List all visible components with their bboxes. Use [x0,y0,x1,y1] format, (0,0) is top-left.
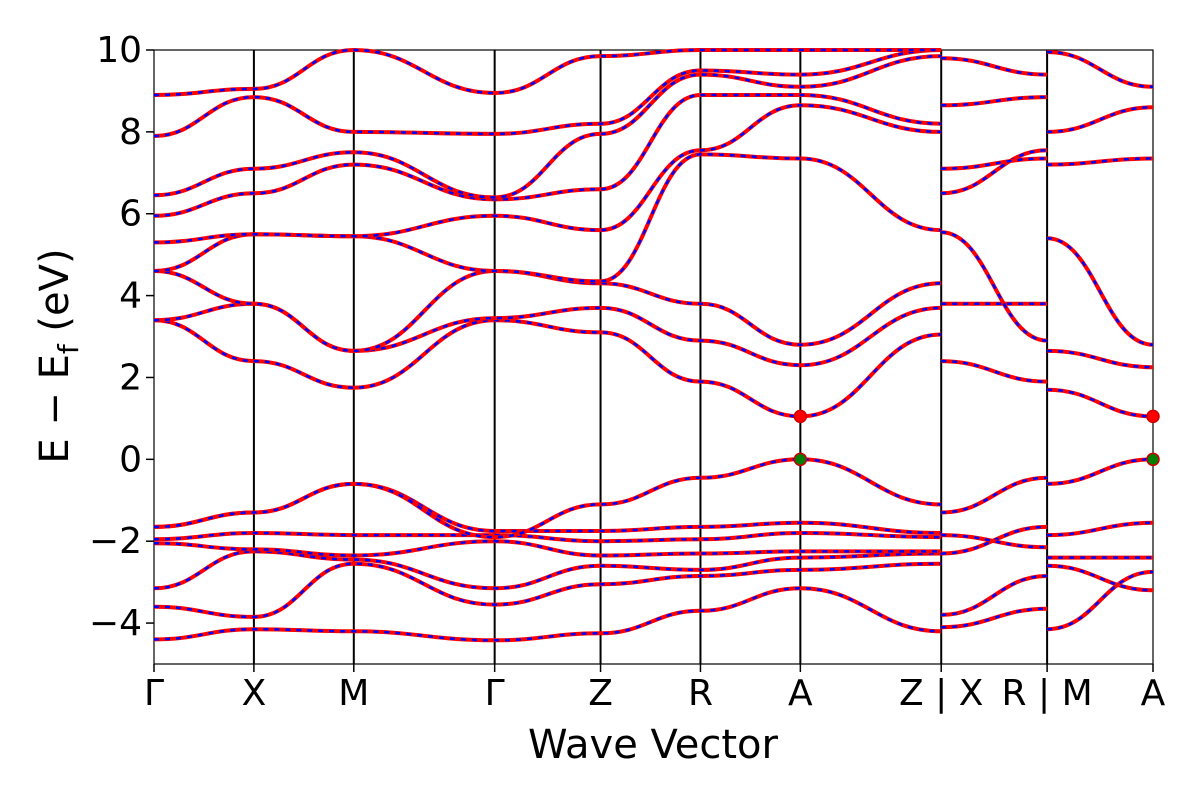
y-axis-label-subscript: f [52,343,85,354]
band-edge-markers [793,409,1160,467]
y-tick-label: −4 [89,603,142,644]
x-tick-label: Z | X [899,673,983,714]
x-tick-label: Γ [485,673,505,714]
y-tick-label: 4 [119,276,142,317]
band-line-overlay [941,149,1048,195]
x-tick-label: M [338,673,369,714]
band-line-overlay [153,54,942,199]
band-line-overlay [941,95,1048,107]
y-axis-label: E − Ef (eV) [32,248,85,463]
x-tick-label: Γ [144,673,164,714]
band-line-overlay [153,153,942,283]
x-tick-label: R [688,673,713,714]
x-tick-label: Z [588,673,613,714]
band-line [153,586,942,643]
band-line-overlay [1047,349,1154,369]
band-line-overlay [941,574,1048,617]
x-axis-label: Wave Vector [528,722,779,768]
band-line-overlay [1047,50,1154,89]
band-line-overlay [153,48,942,97]
band-line-overlay [941,533,1048,549]
y-tick-label: 8 [119,112,142,153]
band-line-overlay [941,157,1048,170]
vbm2-marker [1146,452,1160,467]
x-tick-label: X [242,673,267,714]
y-tick-label: 2 [119,357,142,398]
cbm2-marker [1146,409,1160,424]
band-line-overlay [153,562,942,619]
y-tick-label: 6 [119,194,142,235]
band-line-overlay [1047,157,1154,166]
vbm-marker [793,452,808,467]
y-axis: −4 −2 0 2 4 6 8 10 [89,30,154,644]
band-line-overlay [941,359,1048,383]
band-line-overlay [1047,458,1154,486]
band-line [153,103,942,245]
band-line-overlay [941,476,1048,514]
band-line [153,92,942,218]
band-line-overlay [1047,106,1154,134]
band-line-overlay [153,539,942,557]
band-line-overlay [941,607,1048,629]
band-line-overlay [1047,564,1154,592]
x-tick-label: A [788,673,813,714]
band-line-overlay [1047,570,1154,631]
x-axis: Γ X M Γ Z R A Z | X R | M A [144,664,1166,714]
y-axis-label-main: E − E [32,354,78,464]
x-tick-label: R | M [1002,673,1093,714]
band-line-overlay [1047,237,1154,346]
band-line-overlay [1047,388,1154,418]
cbm-marker [793,409,808,424]
band-line-overlay [153,531,942,543]
x-tick-label: A [1141,673,1166,714]
band-line-overlay [1047,521,1154,537]
band-line-overlay [153,458,942,539]
band-line-overlay [153,48,942,138]
y-tick-label: 10 [96,30,142,71]
band-line-overlay [941,230,1048,342]
band-line-overlay [153,550,942,590]
y-tick-label: −2 [89,521,142,562]
y-tick-label: 0 [119,439,142,480]
y-axis-label-unit: (eV) [32,248,78,344]
band-line-overlay [941,56,1048,76]
